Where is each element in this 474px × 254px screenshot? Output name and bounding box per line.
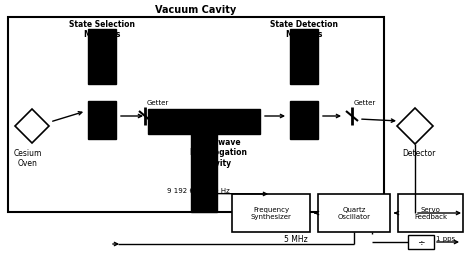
Text: State Selection
Magnets: State Selection Magnets xyxy=(69,20,135,39)
Text: 5 MHz: 5 MHz xyxy=(284,234,308,243)
Text: State Detection
Magnets: State Detection Magnets xyxy=(270,20,338,39)
Polygon shape xyxy=(15,109,49,144)
Text: Detector: Detector xyxy=(402,148,436,157)
Bar xyxy=(290,30,318,85)
Text: Microwave
Interrogation
Cavity: Microwave Interrogation Cavity xyxy=(189,137,247,167)
Text: Quartz
Oscillator: Quartz Oscillator xyxy=(337,207,371,220)
Text: 1 pps: 1 pps xyxy=(436,235,455,241)
Bar xyxy=(232,194,310,232)
Bar xyxy=(88,30,116,85)
Text: Cesium
Oven: Cesium Oven xyxy=(14,148,42,168)
Bar xyxy=(88,102,116,139)
Text: Vacuum Cavity: Vacuum Cavity xyxy=(155,5,237,15)
Text: ÷: ÷ xyxy=(417,237,425,247)
Text: Frequency
Synthesizer: Frequency Synthesizer xyxy=(251,207,292,220)
Text: Getter: Getter xyxy=(354,100,376,106)
Bar xyxy=(191,134,217,212)
Bar xyxy=(408,235,434,249)
Bar xyxy=(318,194,390,232)
Bar xyxy=(398,194,463,232)
Bar xyxy=(8,18,384,212)
Text: 9 192 631 770 Hz: 9 192 631 770 Hz xyxy=(167,187,230,193)
Bar xyxy=(290,102,318,139)
Bar xyxy=(148,109,260,134)
Text: Getter: Getter xyxy=(147,100,169,106)
Text: Servo
Feedback: Servo Feedback xyxy=(414,207,447,220)
Polygon shape xyxy=(397,108,433,145)
